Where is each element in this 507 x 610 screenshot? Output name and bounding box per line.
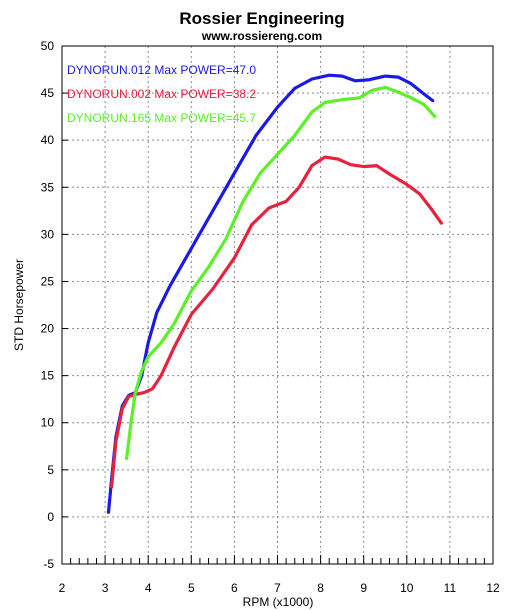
legend: DYNORUN.012 Max POWER=47.0 DYNORUN.002 Ma…: [67, 63, 256, 125]
chart-subtitle: www.rossiereng.com: [201, 29, 322, 43]
y-tick-label: 30: [41, 227, 55, 241]
x-tick-label: 10: [400, 581, 414, 595]
x-tick-label: 8: [317, 581, 324, 595]
y-tick-label: 45: [41, 86, 55, 100]
plot-frame: [61, 45, 494, 565]
x-tick-label: 9: [360, 581, 367, 595]
y-tick-label: 20: [41, 322, 55, 336]
y-tick-label: 50: [41, 39, 55, 53]
chart-title: Rossier Engineering: [179, 9, 344, 28]
y-tick-label: 0: [47, 510, 54, 524]
y-tick-label: -5: [43, 557, 54, 571]
x-tick-label: 5: [188, 581, 195, 595]
x-tick-label: 6: [231, 581, 238, 595]
series-line: [106, 73, 435, 514]
series-line: [109, 155, 443, 489]
y-tick-label: 15: [41, 369, 55, 383]
x-tick-label: 11: [444, 581, 457, 595]
x-axis-label: RPM (x1000): [243, 595, 314, 609]
x-tick-label: 3: [102, 581, 109, 595]
x-tick-label: 4: [145, 581, 152, 595]
x-tick-label: 7: [274, 581, 281, 595]
legend-entry: DYNORUN.012 Max POWER=47.0: [67, 63, 256, 77]
series-line: [124, 85, 437, 461]
x-tick-label: 2: [59, 581, 66, 595]
series-lines: [106, 73, 443, 514]
y-tick-label: 10: [41, 416, 55, 430]
y-tick-label: 5: [47, 463, 54, 477]
y-tick-label: 40: [41, 133, 55, 147]
y-tick-labels: -5 0 5 10 15 20 25 30 35 40 45 50: [41, 39, 55, 571]
legend-entry: DYNORUN.002 Max POWER=38.2: [67, 87, 256, 101]
legend-entry: DYNORUN.165 Max POWER=45.7: [67, 111, 256, 125]
x-tick-label: 12: [486, 581, 500, 595]
y-tick-label: 25: [41, 274, 55, 288]
y-tick-label: 35: [41, 180, 55, 194]
y-axis-label: STD Horsepower: [12, 259, 26, 351]
grid: [62, 46, 493, 564]
x-tick-labels: 2 3 4 5 6 7 8 9 10 11 12: [59, 581, 500, 595]
